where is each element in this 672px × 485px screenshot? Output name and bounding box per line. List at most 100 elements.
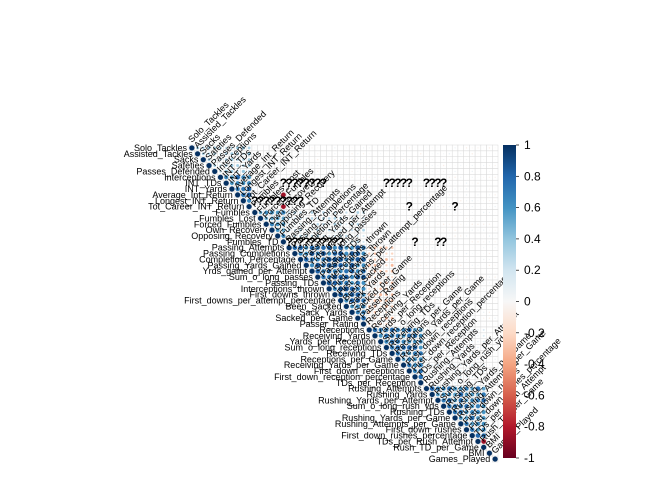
correlation-circle bbox=[356, 222, 360, 226]
correlation-circle bbox=[328, 206, 330, 208]
correlation-circle bbox=[402, 282, 405, 284]
correlation-circle bbox=[437, 294, 439, 296]
correlation-circle bbox=[374, 176, 376, 179]
correlation-circle bbox=[454, 164, 456, 167]
correlation-circle bbox=[247, 158, 251, 162]
grid-cell bbox=[406, 168, 413, 175]
correlation-circle bbox=[477, 264, 479, 267]
correlation-circle bbox=[494, 311, 496, 313]
correlation-circle bbox=[437, 199, 439, 202]
correlation-circle bbox=[443, 200, 445, 202]
correlation-circle bbox=[408, 241, 410, 243]
row-label: Rush_TD_per_Game bbox=[393, 442, 479, 452]
correlation-circle bbox=[362, 182, 365, 184]
correlation-circle bbox=[460, 176, 462, 179]
correlation-circle bbox=[431, 205, 434, 208]
correlation-circle bbox=[408, 176, 410, 178]
correlation-circle bbox=[459, 235, 462, 237]
correlation-circle bbox=[211, 168, 218, 175]
correlation-circle bbox=[218, 146, 223, 150]
correlation-circle bbox=[299, 228, 303, 232]
correlation-circle bbox=[454, 194, 456, 196]
grid-cell bbox=[463, 168, 470, 175]
grid-cell bbox=[377, 144, 384, 152]
grid-cell bbox=[360, 168, 367, 175]
correlation-circle bbox=[236, 169, 240, 173]
grid-cell bbox=[400, 144, 407, 152]
correlation-circle bbox=[311, 176, 313, 179]
correlation-circle bbox=[380, 194, 382, 196]
correlation-circle bbox=[223, 175, 229, 180]
correlation-circle bbox=[351, 200, 353, 202]
correlation-circle bbox=[482, 258, 485, 261]
correlation-circle bbox=[350, 216, 354, 220]
correlation-circle bbox=[494, 241, 496, 243]
grid-cell bbox=[417, 221, 424, 228]
correlation-circle bbox=[385, 205, 388, 208]
correlation-circle bbox=[448, 264, 451, 267]
correlation-circle bbox=[311, 147, 313, 149]
correlation-circle bbox=[294, 164, 296, 167]
correlation-circle bbox=[494, 247, 496, 249]
grid-cell bbox=[463, 174, 470, 181]
correlation-circle bbox=[246, 192, 252, 198]
grid-cell bbox=[383, 156, 390, 163]
correlation-circle bbox=[368, 188, 371, 190]
correlation-circle bbox=[311, 200, 313, 202]
correlation-circle bbox=[247, 146, 251, 150]
correlation-circle bbox=[254, 147, 256, 149]
correlation-circle bbox=[494, 276, 496, 278]
correlation-circle bbox=[454, 200, 456, 202]
correlation-circle bbox=[448, 165, 450, 167]
correlation-circle bbox=[362, 200, 365, 202]
correlation-circle bbox=[477, 200, 479, 202]
grid-cell bbox=[457, 238, 464, 246]
correlation-circle bbox=[351, 205, 353, 208]
correlation-circle bbox=[339, 158, 342, 161]
correlation-circle bbox=[488, 323, 491, 325]
missing-marker: ? bbox=[406, 176, 413, 190]
correlation-circle bbox=[488, 252, 491, 255]
correlation-circle bbox=[328, 170, 330, 173]
correlation-circle bbox=[356, 194, 359, 196]
correlation-circle bbox=[431, 164, 433, 167]
correlation-circle bbox=[465, 194, 468, 196]
correlation-circle bbox=[293, 223, 297, 226]
correlation-circle bbox=[414, 188, 416, 190]
correlation-circle bbox=[391, 158, 393, 161]
correlation-circle bbox=[425, 252, 428, 255]
correlation-circle bbox=[230, 157, 234, 162]
correlation-circle bbox=[265, 164, 268, 167]
grid-cell bbox=[457, 226, 464, 234]
correlation-circle bbox=[265, 153, 267, 155]
correlation-circle bbox=[488, 270, 491, 272]
correlation-circle bbox=[271, 165, 273, 167]
correlation-circle bbox=[488, 311, 491, 314]
correlation-circle bbox=[195, 146, 200, 150]
correlation-circle bbox=[420, 188, 422, 190]
correlation-circle bbox=[251, 209, 258, 216]
grid-cell bbox=[423, 256, 430, 263]
correlation-circle bbox=[240, 197, 247, 204]
correlation-circle bbox=[477, 293, 479, 296]
correlation-circle bbox=[494, 194, 496, 196]
correlation-circle bbox=[246, 186, 252, 192]
grid-cell bbox=[469, 191, 476, 199]
correlation-circle bbox=[477, 194, 479, 196]
correlation-circle bbox=[345, 223, 348, 226]
grid-cell bbox=[394, 244, 401, 251]
grid-cell bbox=[474, 215, 482, 222]
correlation-circle bbox=[384, 257, 389, 262]
correlation-circle bbox=[494, 217, 496, 219]
correlation-circle bbox=[465, 199, 468, 202]
correlation-circle bbox=[339, 164, 342, 167]
correlation-circle bbox=[448, 247, 450, 249]
correlation-circle bbox=[223, 180, 230, 186]
correlation-circle bbox=[368, 223, 370, 225]
correlation-circle bbox=[311, 194, 313, 196]
correlation-circle bbox=[431, 229, 433, 231]
correlation-circle bbox=[465, 164, 468, 167]
correlation-circle bbox=[419, 158, 422, 161]
correlation-circle bbox=[294, 176, 296, 179]
correlation-circle bbox=[282, 147, 285, 149]
